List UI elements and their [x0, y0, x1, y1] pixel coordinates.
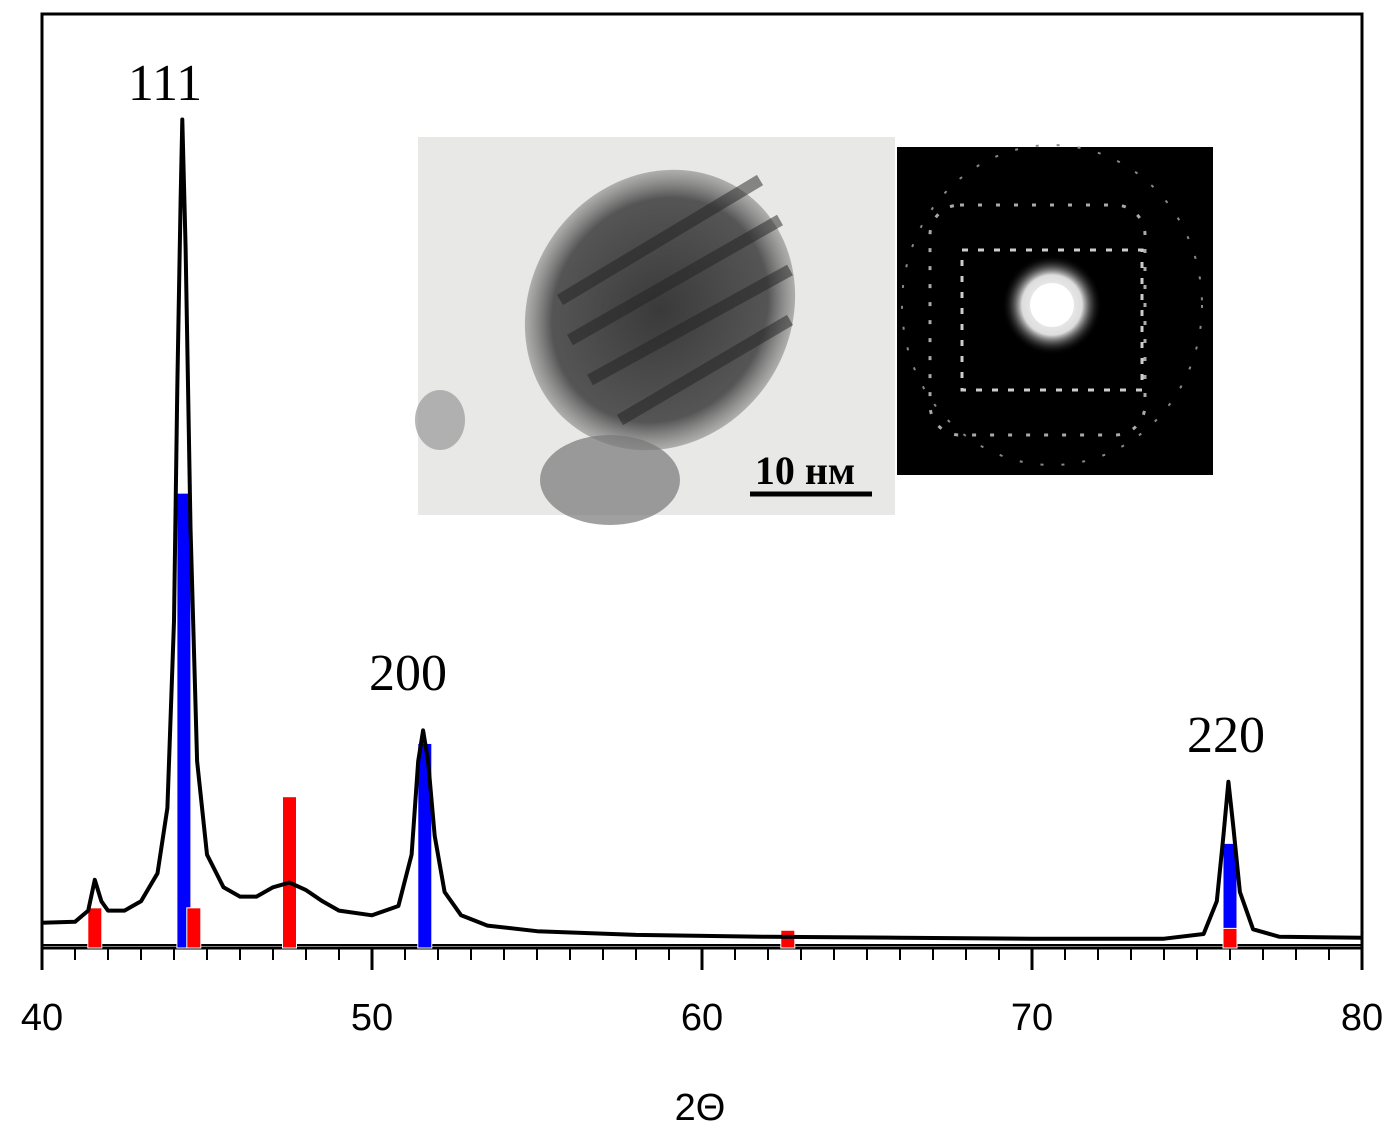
reference-stick [282, 796, 297, 949]
reference-stick [1222, 927, 1238, 949]
diffraction-inset [897, 144, 1213, 475]
xrd-curve [41, 117, 1363, 941]
reference-stick [780, 929, 796, 949]
x-tick-label: 70 [1011, 997, 1053, 1039]
peak-label: 111 [128, 55, 202, 112]
peak-label: 220 [1187, 707, 1265, 764]
x-tick-label: 80 [1341, 997, 1383, 1039]
peak-label: 200 [369, 645, 447, 702]
reference-stick [176, 492, 192, 949]
reference-stick [186, 907, 202, 949]
reference-stick [87, 907, 103, 949]
scale-label: 10 нм [755, 448, 855, 493]
x-tick-label: 40 [21, 997, 63, 1039]
x-tick-label: 60 [681, 997, 723, 1039]
x-axis-label: 2Θ [675, 1087, 726, 1128]
x-tick-label: 50 [351, 997, 393, 1039]
tem-inset: 10 нм [415, 137, 895, 525]
